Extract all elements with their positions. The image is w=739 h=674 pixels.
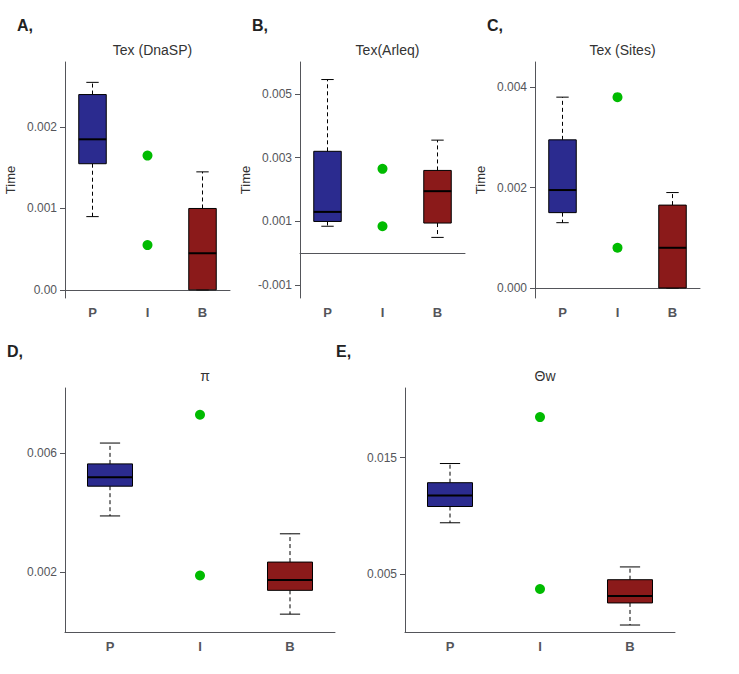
svg-text:B: B (625, 639, 634, 654)
svg-text:0.002: 0.002 (27, 120, 57, 134)
svg-text:P: P (88, 305, 97, 320)
svg-text:Tex (DnaSP): Tex (DnaSP) (113, 42, 192, 58)
svg-text:-0.001: -0.001 (258, 278, 292, 292)
svg-text:I: I (146, 305, 150, 320)
svg-text:I: I (381, 305, 385, 320)
svg-text:0.006: 0.006 (27, 446, 57, 460)
svg-text:P: P (558, 305, 567, 320)
svg-text:E,: E, (336, 343, 351, 360)
svg-text:B: B (285, 639, 294, 654)
svg-text:B,: B, (252, 17, 268, 34)
svg-text:Time: Time (238, 166, 253, 194)
svg-text:B: B (198, 305, 207, 320)
svg-text:0.005: 0.005 (262, 87, 292, 101)
svg-text:π: π (200, 368, 210, 384)
svg-text:D,: D, (7, 343, 23, 360)
svg-text:Tex (Sites): Tex (Sites) (589, 42, 655, 58)
svg-text:0.00: 0.00 (34, 283, 58, 297)
svg-text:P: P (446, 639, 455, 654)
svg-text:0.001: 0.001 (262, 214, 292, 228)
svg-text:Θw: Θw (535, 368, 557, 384)
svg-text:I: I (538, 639, 542, 654)
svg-text:0.002: 0.002 (27, 565, 57, 579)
svg-text:P: P (323, 305, 332, 320)
svg-text:B: B (433, 305, 442, 320)
svg-text:B: B (668, 305, 677, 320)
svg-text:0.002: 0.002 (497, 181, 527, 195)
svg-text:0.003: 0.003 (262, 151, 292, 165)
svg-text:A,: A, (17, 17, 33, 34)
svg-text:I: I (198, 639, 202, 654)
svg-text:Tex(Arleq): Tex(Arleq) (356, 42, 420, 58)
svg-text:C,: C, (487, 17, 503, 34)
svg-text:P: P (106, 639, 115, 654)
svg-text:I: I (616, 305, 620, 320)
svg-text:0.004: 0.004 (497, 80, 527, 94)
svg-text:0.000: 0.000 (497, 281, 527, 295)
svg-text:0.015: 0.015 (367, 451, 397, 465)
svg-text:Time: Time (473, 166, 488, 194)
svg-text:0.001: 0.001 (27, 201, 57, 215)
svg-text:0.005: 0.005 (367, 567, 397, 581)
svg-text:Time: Time (3, 166, 18, 194)
